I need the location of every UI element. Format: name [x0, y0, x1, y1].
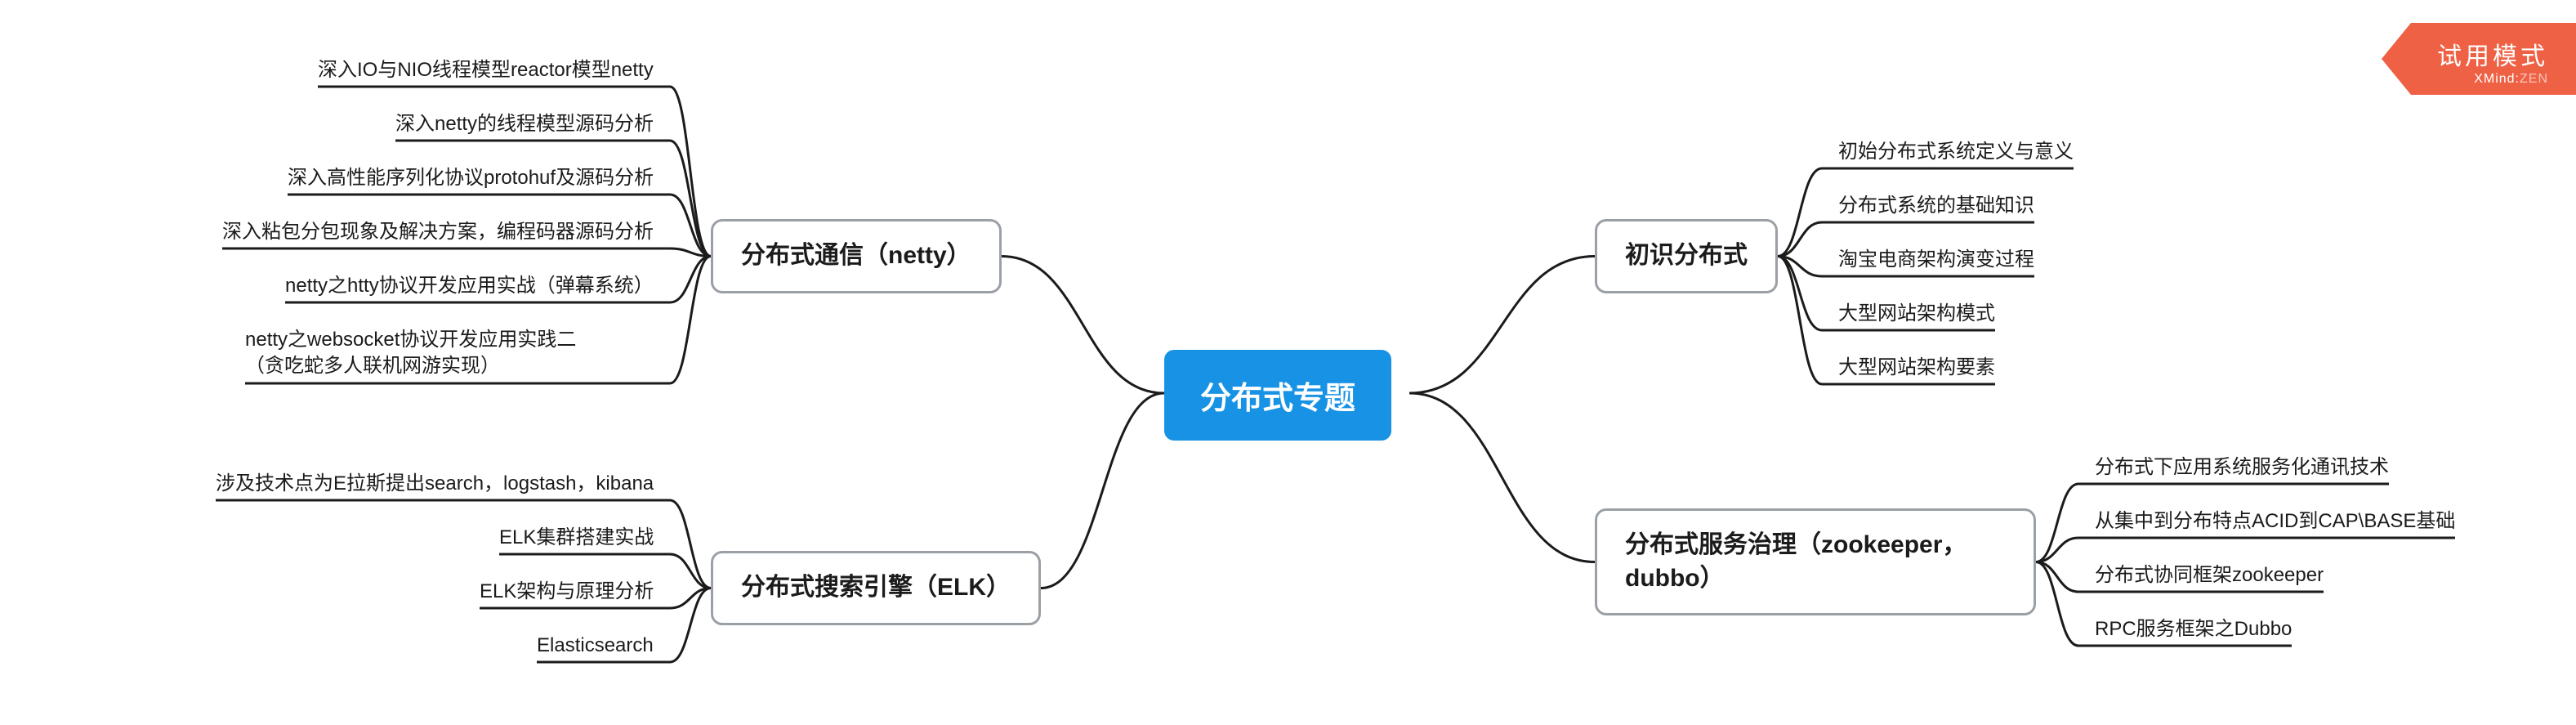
leaf-elk-1[interactable]: ELK集群搭建实战 [499, 525, 654, 551]
leaf-netty-1[interactable]: 深入netty的线程模型源码分析 [395, 111, 654, 137]
trial-badge-title: 试用模式 [2437, 36, 2548, 72]
leaf-netty-3[interactable]: 深入粘包分包现象及解决方案，编程码器源码分析 [222, 219, 654, 245]
center-topic[interactable]: 分布式专题 [1164, 350, 1391, 441]
leaf-intro-0[interactable]: 初始分布式系统定义与意义 [1838, 139, 2074, 165]
leaf-governance-3[interactable]: RPC服务框架之Dubbo [2095, 616, 2292, 642]
leaf-netty-2[interactable]: 深入高性能序列化协议protohuf及源码分析 [288, 165, 654, 191]
leaf-governance-1[interactable]: 从集中到分布特点ACID到CAP\BASE基础 [2095, 508, 2455, 535]
leaf-intro-4[interactable]: 大型网站架构要素 [1838, 355, 1995, 381]
branch-intro[interactable]: 初识分布式 [1595, 219, 1778, 293]
leaf-intro-2[interactable]: 淘宝电商架构演变过程 [1838, 247, 2034, 273]
leaf-governance-2[interactable]: 分布式协同框架zookeeper [2095, 562, 2324, 589]
trial-mode-badge: 试用模式 XMind:ZEN [2382, 23, 2576, 95]
leaf-netty-0[interactable]: 深入IO与NIO线程模型reactor模型netty [318, 57, 654, 83]
leaf-netty-5[interactable]: netty之websocket协议开发应用实践二（贪吃蛇多人联机网游实现） [245, 327, 654, 380]
leaf-intro-1[interactable]: 分布式系统的基础知识 [1838, 193, 2034, 219]
leaf-elk-2[interactable]: ELK架构与原理分析 [480, 579, 654, 605]
trial-badge-subtitle: XMind:ZEN [2437, 72, 2548, 87]
leaf-intro-3[interactable]: 大型网站架构模式 [1838, 301, 1995, 327]
branch-elk[interactable]: 分布式搜索引擎（ELK） [711, 551, 1041, 625]
leaf-governance-0[interactable]: 分布式下应用系统服务化通讯技术 [2095, 454, 2389, 481]
branch-governance[interactable]: 分布式服务治理（zookeeper，dubbo） [1595, 508, 2036, 615]
leaf-elk-3[interactable]: Elasticsearch [537, 633, 654, 659]
leaf-elk-0[interactable]: 涉及技术点为E拉斯提出search，logstash，kibana [216, 471, 654, 497]
branch-netty[interactable]: 分布式通信（netty） [711, 219, 1002, 293]
leaf-netty-4[interactable]: netty之htty协议开发应用实战（弹幕系统） [285, 273, 654, 299]
